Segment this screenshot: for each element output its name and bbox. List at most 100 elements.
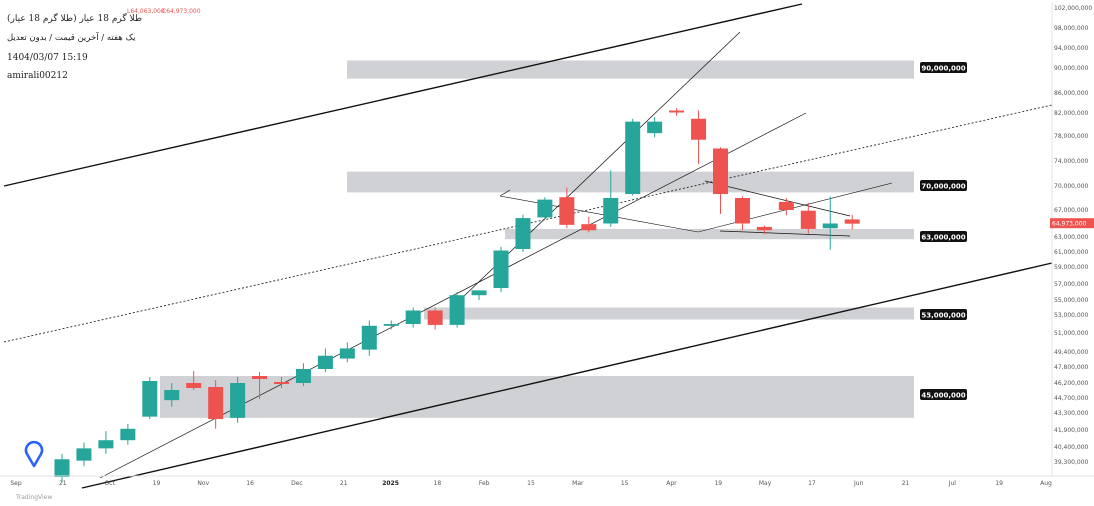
minor-line-c <box>697 182 893 233</box>
level-tag-box <box>920 180 967 191</box>
x-tick-label: Nov <box>197 480 209 487</box>
candle <box>164 383 180 407</box>
candle-body <box>317 355 333 369</box>
x-tick-label: Oct <box>104 480 115 487</box>
chart-author: amirali00212 <box>7 71 68 81</box>
candle-body <box>208 387 224 420</box>
candle <box>98 431 114 454</box>
level-tag: 90,000,000 <box>920 62 967 73</box>
x-axis[interactable]: Sep 21 Oct 19 Nov 16 Dec 21 2025 18 Feb 15 Mar 15 Apr 1… <box>10 480 1052 487</box>
candle <box>361 320 377 356</box>
candle <box>295 363 311 386</box>
candle-body <box>603 198 619 224</box>
candle-body <box>361 325 377 350</box>
y-tick-label: 40,400,000 <box>1054 444 1089 451</box>
candle <box>669 108 685 116</box>
y-tick-label: 47,800,000 <box>1054 364 1089 371</box>
candle <box>647 117 663 138</box>
level-tag: 53,000,000 <box>920 309 967 320</box>
tradingview-watermark: TradingView <box>15 494 52 501</box>
candle <box>625 118 641 196</box>
candle-body <box>405 310 421 324</box>
y-tick-label: 82,000,000 <box>1054 110 1089 117</box>
candle-body <box>844 219 860 224</box>
ohlc-low: L64,063,000 <box>127 8 165 15</box>
x-tick-label: 2025 <box>382 480 399 487</box>
candle <box>405 307 421 328</box>
candle-body <box>669 110 685 113</box>
zone-1 <box>347 60 914 79</box>
candle <box>230 377 246 423</box>
candle-body <box>295 369 311 383</box>
y-tick-label: 94,000,000 <box>1054 45 1089 52</box>
level-tag-label: 90,000,000 <box>921 65 965 73</box>
x-tick-label: Mar <box>572 480 584 487</box>
y-tick-label: 59,000,000 <box>1054 264 1089 271</box>
y-axis[interactable]: 102,000,000 98,000,000 94,000,000 90,000,00… <box>1054 5 1092 466</box>
candle-body <box>691 118 707 140</box>
x-tick-label: 15 <box>527 480 535 487</box>
ohlc-close: C64,973,000 <box>162 8 201 15</box>
candles <box>54 108 860 483</box>
current-price-tag: 64,973,000 <box>1050 218 1094 229</box>
y-tick-label: 44,700,000 <box>1054 395 1089 402</box>
candle <box>449 292 465 328</box>
y-tick-label: 51,000,000 <box>1054 330 1089 337</box>
candle <box>427 307 443 330</box>
triangle-upper-line <box>704 180 851 217</box>
candle-body <box>800 210 816 229</box>
candle <box>691 110 707 165</box>
current-price-label: 64,973,000 <box>1052 221 1087 228</box>
y-tick-label: 63,000,000 <box>1054 234 1089 241</box>
candle <box>756 225 772 235</box>
candle <box>603 170 619 227</box>
candle <box>252 372 268 400</box>
candle <box>142 377 158 420</box>
x-tick-label: 19 <box>153 480 161 487</box>
candle-body <box>54 459 70 477</box>
x-tick-label: Apr <box>666 480 677 487</box>
y-tick-label: 53,000,000 <box>1054 312 1089 319</box>
x-tick-label: 21 <box>902 480 910 487</box>
x-tick-label: 16 <box>246 480 254 487</box>
candle <box>493 246 509 292</box>
y-tick-label: 74,000,000 <box>1054 158 1089 165</box>
candle <box>734 196 750 231</box>
level-tag: 63,000,000 <box>920 231 967 242</box>
level-tag-box <box>920 309 967 320</box>
y-tick-label: 55,000,000 <box>1054 297 1089 304</box>
candle <box>120 423 136 445</box>
candle <box>186 371 202 390</box>
y-tick-label: 49,400,000 <box>1054 349 1089 356</box>
tradingview-logo-icon[interactable] <box>24 440 44 468</box>
x-tick-label: 19 <box>714 480 722 487</box>
level-tag-box <box>920 62 967 73</box>
level-tag-box <box>920 389 967 400</box>
candle-body <box>252 376 268 379</box>
upper-channel-line <box>3 3 803 187</box>
level-tag-box <box>920 231 967 242</box>
candle-body <box>756 226 772 231</box>
candle <box>537 197 553 220</box>
triangle-lower-line <box>719 230 851 237</box>
y-tick-label: 39,300,000 <box>1054 459 1089 466</box>
candle-body <box>164 390 180 401</box>
x-tick-label: Jun <box>853 480 864 487</box>
minor-line-b <box>499 195 699 233</box>
candle-body <box>120 428 136 441</box>
candle-body <box>98 440 114 449</box>
chart-subtitle: یک هفته / آخرین قیمت / بدون تعدیل <box>7 31 136 43</box>
candle-body <box>471 290 487 296</box>
level-tags: 90,000,000 70,000,000 63,000,000 53,000,000… <box>920 62 1094 400</box>
minor-line-a <box>499 189 511 197</box>
y-tick-label: 70,000,000 <box>1054 183 1089 190</box>
chart-legend: طلا گرم 18 عیار (طلا گرم 18 عیار) یک هفت… <box>7 8 201 81</box>
candle-body <box>778 202 794 210</box>
x-tick-label: Jul <box>948 480 957 487</box>
x-tick-label: Aug <box>1040 480 1052 487</box>
lower-channel-line <box>81 262 1053 489</box>
candle-body <box>734 198 750 224</box>
candle <box>54 453 70 483</box>
